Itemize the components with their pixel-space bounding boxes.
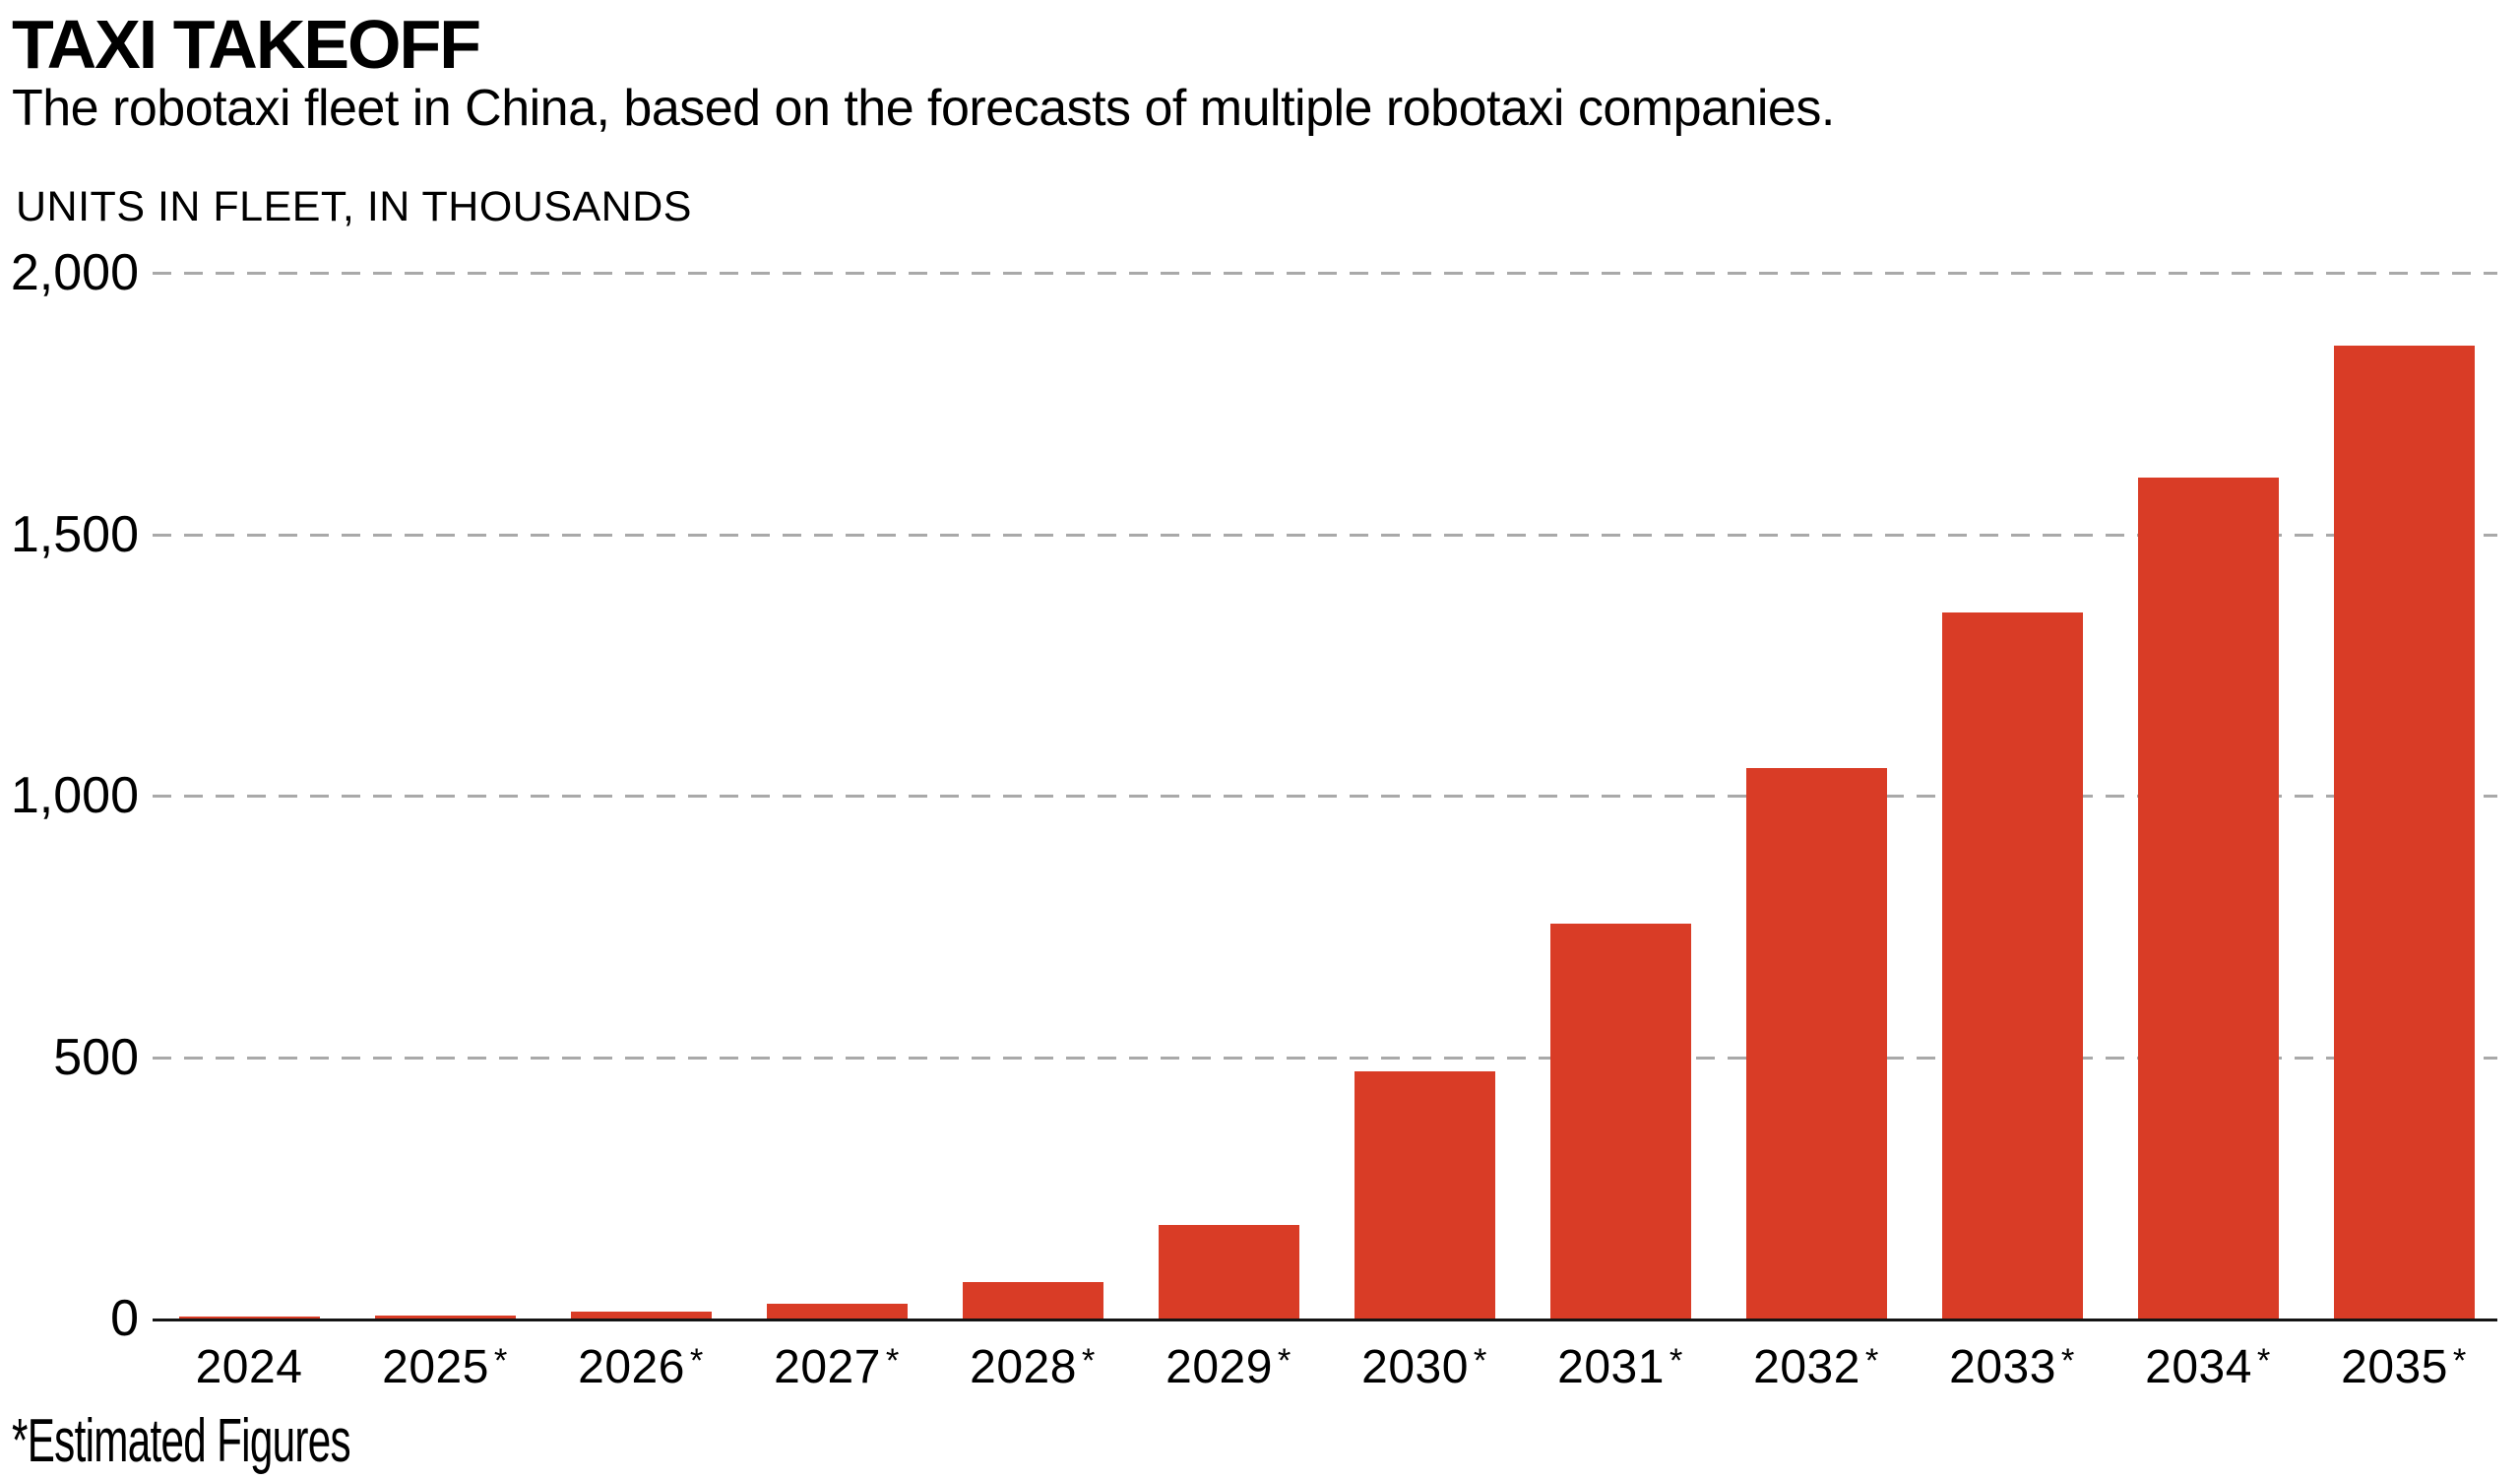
bar-2029 [1158,1225,1299,1319]
gridline-1500 [153,533,2497,537]
bar-2027 [766,1304,908,1319]
bar-2034 [2137,478,2279,1319]
gridline-2000 [153,272,2497,275]
ytick-label-0: 0 [110,1290,139,1347]
y-axis-units-label: UNITS IN FLEET, IN THOUSANDS [16,183,692,230]
bar-2025 [374,1316,516,1319]
estimated-asterisk: * [2452,1342,2467,1381]
bar-2032 [1745,768,1887,1319]
xtick-label-2032: 2032 * [1753,1341,1879,1393]
gridline-1000 [153,795,2497,798]
estimated-asterisk: * [493,1342,508,1381]
xtick-label-2031: 2031 * [1557,1341,1683,1393]
estimated-asterisk: * [1277,1342,1292,1381]
gridline-500 [153,1056,2497,1060]
ytick-label-1500: 1,500 [10,505,139,563]
xtick-label-2030: 2030 * [1361,1341,1487,1393]
estimated-asterisk: * [885,1342,900,1381]
xtick-label-2033: 2033 * [1949,1341,2075,1393]
estimated-asterisk: * [1081,1342,1096,1381]
ytick-label-1000: 1,000 [10,767,139,824]
xtick-label-2028: 2028 * [970,1341,1096,1393]
ytick-label-2000: 2,000 [10,244,139,301]
ytick-label-500: 500 [53,1028,139,1086]
estimated-asterisk: * [1473,1342,1487,1381]
bar-2024 [178,1317,320,1319]
bar-2030 [1354,1071,1495,1319]
chart-subtitle: The robotaxi fleet in China, based on th… [12,80,1835,137]
bar-2035 [2333,346,2475,1319]
estimated-figures-footnote: *Estimated Figures [12,1407,351,1475]
xtick-label-2035: 2035 * [2341,1341,2467,1393]
estimated-asterisk: * [1669,1342,1683,1381]
estimated-asterisk: * [2060,1342,2075,1381]
estimated-asterisk: * [1864,1342,1879,1381]
x-axis-baseline [153,1319,2497,1321]
chart-title: TAXI TAKEOFF [12,6,481,83]
bar-2028 [962,1282,1103,1319]
estimated-asterisk: * [689,1342,704,1381]
xtick-label-2025: 2025 * [382,1341,508,1393]
xtick-label-2024: 2024 [195,1341,303,1393]
xtick-label-2027: 2027 * [774,1341,900,1393]
xtick-label-2034: 2034 * [2145,1341,2271,1393]
bar-2031 [1549,924,1691,1319]
estimated-asterisk: * [2256,1342,2271,1381]
bar-2033 [1941,612,2083,1319]
xtick-label-2029: 2029 * [1166,1341,1292,1393]
bar-2026 [570,1312,712,1319]
xtick-label-2026: 2026 * [578,1341,704,1393]
